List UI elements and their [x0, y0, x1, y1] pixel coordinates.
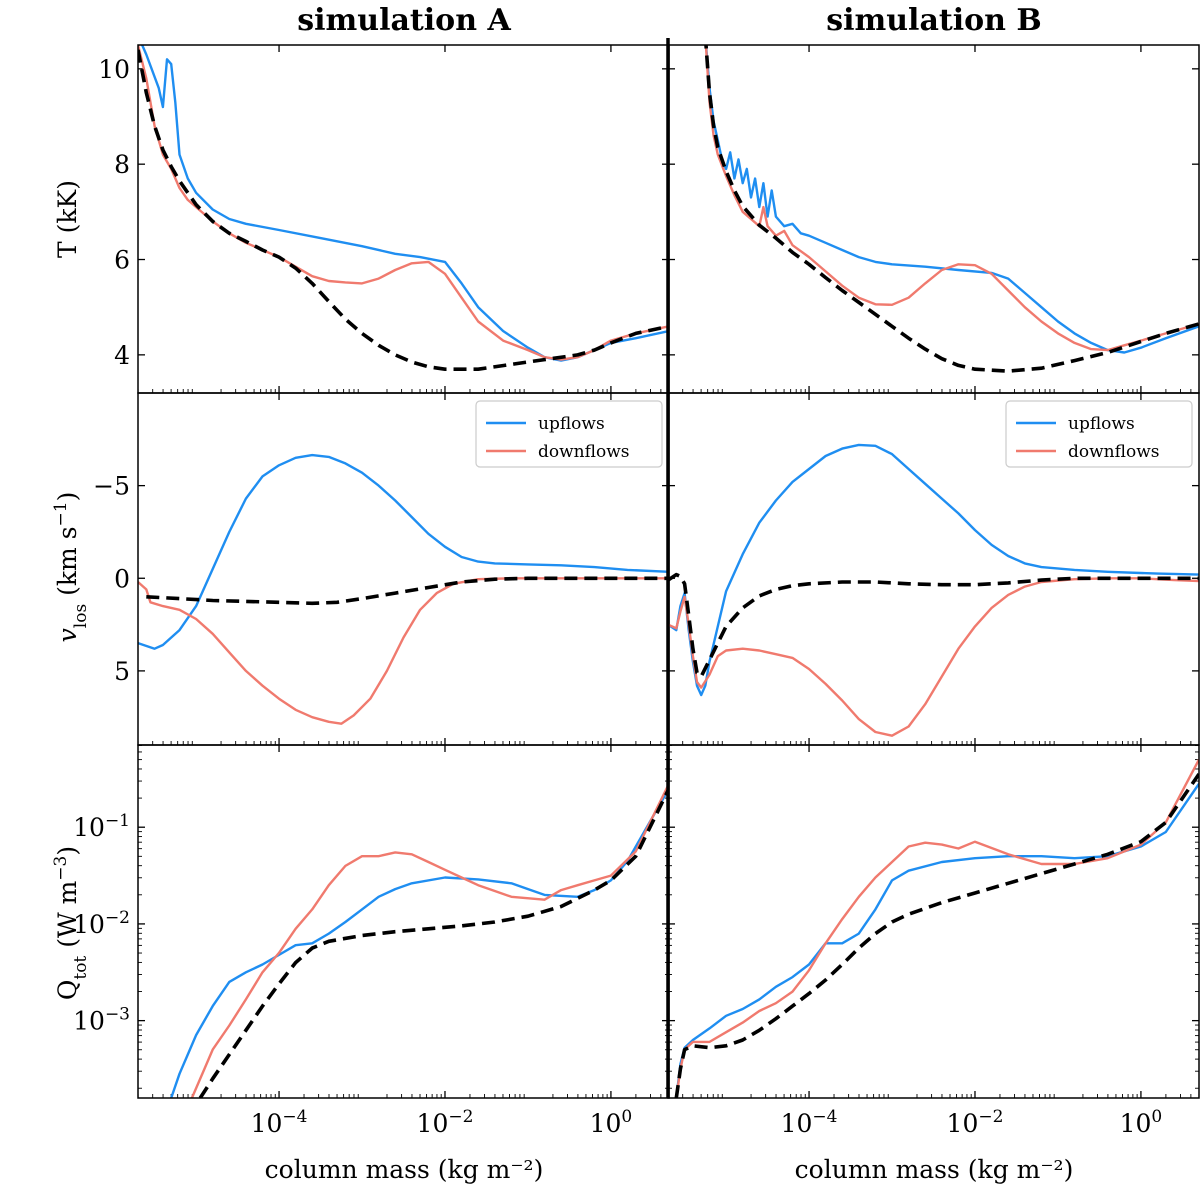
panel-Qtot-A: 10−4 10−2 100 10−3 10−2 10−1	[73, 744, 670, 1138]
legend-label-downflows: downflows	[1068, 442, 1159, 462]
panel-frame	[137, 744, 670, 1099]
series-upflows	[138, 453, 669, 650]
series-downflows	[668, 577, 1199, 737]
y-tick-label: 8	[114, 150, 130, 179]
xlabel-B: column mass (kg m⁻²)	[795, 1155, 1074, 1184]
panel-frame	[667, 744, 1200, 1099]
panel-vlos-A: −5 0 5 upflows downflows	[93, 392, 670, 746]
legend: upflows downflows	[475, 400, 663, 468]
series-upflows	[140, 45, 669, 362]
y-tick-label: 4	[114, 341, 130, 370]
series-mean	[704, 45, 1199, 373]
panel-T-A: 4 6 8 10	[98, 44, 670, 394]
column-title-B: simulation B	[826, 3, 1042, 38]
series-downflows	[704, 45, 1199, 352]
series-mean	[146, 576, 669, 606]
legend-label-downflows: downflows	[538, 442, 629, 462]
x-tick-label: 10−4	[251, 1107, 308, 1138]
y-tick-label: 10−3	[73, 1005, 130, 1036]
y-tick-label: 6	[114, 246, 130, 275]
y-tick-label: 5	[114, 657, 130, 686]
y-tick-label: −5	[93, 472, 130, 501]
series-mean	[668, 572, 1199, 679]
series-downflows	[190, 783, 669, 1098]
legend-label-upflows: upflows	[538, 414, 605, 434]
x-tick-label: 10−2	[947, 1107, 1004, 1138]
series-mean	[674, 772, 1199, 1098]
x-tick-label: 10−4	[781, 1107, 838, 1138]
ylabel-temperature: T (kK)	[53, 180, 82, 258]
y-tick-label: 0	[114, 564, 130, 593]
series-mean	[138, 49, 669, 371]
series-downflows	[138, 45, 669, 361]
x-tick-label: 100	[590, 1107, 633, 1138]
legend: upflows downflows	[1005, 400, 1193, 468]
series-upflows	[704, 45, 1199, 354]
panel-Qtot-B: 10−4 10−2 100	[667, 744, 1200, 1138]
series-downflows	[675, 758, 1199, 1098]
column-title-A: simulation A	[297, 3, 511, 38]
y-tick-label: 10−2	[73, 908, 130, 939]
series-upflows	[668, 443, 1199, 697]
ylabel-qtot: Qtot (W m−3)	[51, 846, 91, 1000]
series-mean	[198, 787, 669, 1098]
series-upflows	[170, 787, 669, 1098]
panel-T-B	[667, 44, 1200, 394]
x-tick-label: 100	[1120, 1107, 1163, 1138]
x-tick-label: 10−2	[417, 1107, 474, 1138]
y-tick-label: 10−1	[73, 811, 130, 842]
panels: 4 6 8 10 −5 0 5 upflows downflows upflows downflow…	[73, 38, 1200, 1138]
panel-vlos-B: upflows downflows	[667, 392, 1200, 746]
panel-frame	[667, 44, 1200, 394]
ylabel-vlos: vlos (km s−1)	[51, 492, 91, 643]
legend-label-upflows: upflows	[1068, 414, 1135, 434]
y-tick-label: 10	[98, 55, 130, 84]
series-upflows	[675, 783, 1199, 1098]
xlabel-A: column mass (kg m⁻²)	[265, 1155, 544, 1184]
panel-frame	[137, 44, 670, 394]
